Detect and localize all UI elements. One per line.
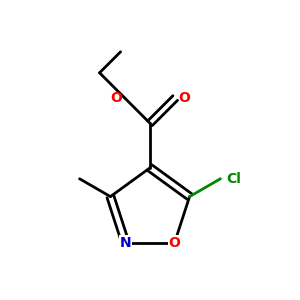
Text: O: O [169,236,180,250]
Text: O: O [178,91,190,105]
Text: Cl: Cl [226,172,241,186]
Text: O: O [110,91,122,105]
Text: N: N [120,236,131,250]
